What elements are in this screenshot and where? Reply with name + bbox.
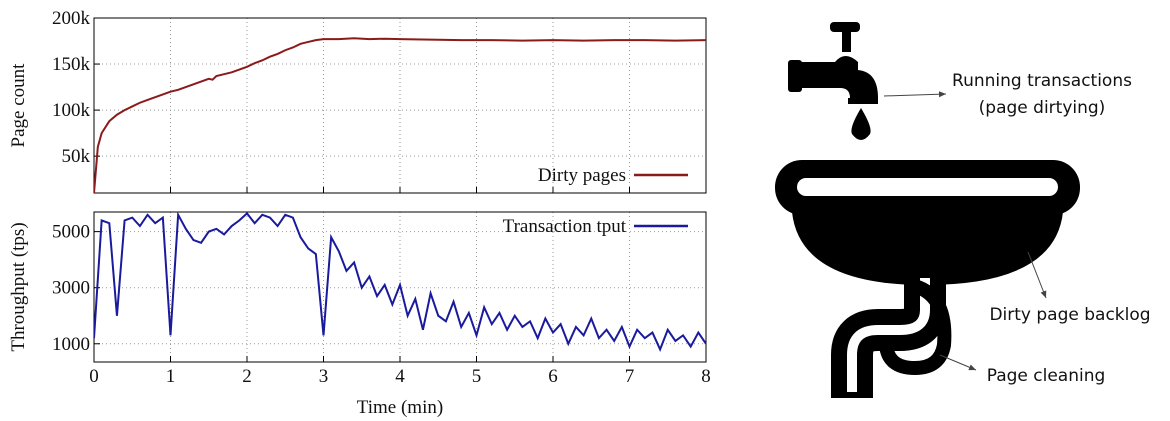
y-axis-label: Page count: [8, 63, 29, 148]
data-line: [94, 212, 706, 352]
y-tick-label: 100k: [52, 100, 91, 121]
x-tick-label: 1: [166, 366, 176, 387]
plot-frame: [93, 211, 707, 363]
x-axis-label: Time (min): [357, 397, 443, 418]
x-tick-label: 6: [548, 366, 558, 387]
y-tick-label: 5000: [52, 222, 90, 243]
arrow: [939, 354, 977, 371]
y-tick-label: 50k: [62, 146, 91, 167]
x-tick-label: 2: [242, 366, 252, 387]
diagram-label: Dirty page backlog: [989, 305, 1150, 325]
diagram-label: (page dirtying): [979, 98, 1106, 118]
legend-label: Transaction tput: [503, 216, 627, 237]
faucet-icon: [788, 22, 878, 140]
x-tick-label: 8: [701, 366, 711, 387]
diagram-label: Page cleaning: [987, 366, 1106, 386]
plot-frame: [93, 17, 707, 194]
x-tick-label: 5: [472, 366, 482, 387]
y-axis-label: Throughput (tps): [8, 222, 29, 351]
legend-label: Dirty pages: [538, 165, 626, 186]
y-tick-label: 150k: [52, 54, 91, 75]
charts: 50k 100k 150k 200k Dirty pages Page count 1000…: [8, 8, 711, 418]
sink-icon: [775, 160, 1080, 398]
y-tick-label: 1000: [52, 334, 90, 355]
x-tick-label: 0: [89, 366, 99, 387]
diagram-label: Running transactions: [952, 71, 1132, 91]
arrow: [1027, 251, 1047, 299]
x-tick-label: 7: [625, 366, 635, 387]
x-tick-label: 3: [319, 366, 329, 387]
x-tick-label: 4: [395, 366, 405, 387]
diagram: Running transactions (page dirtying) Dir…: [775, 22, 1151, 398]
arrow: [883, 91, 947, 98]
data-line: [94, 37, 706, 193]
y-tick-label: 200k: [52, 8, 91, 29]
y-tick-label: 3000: [52, 278, 90, 299]
